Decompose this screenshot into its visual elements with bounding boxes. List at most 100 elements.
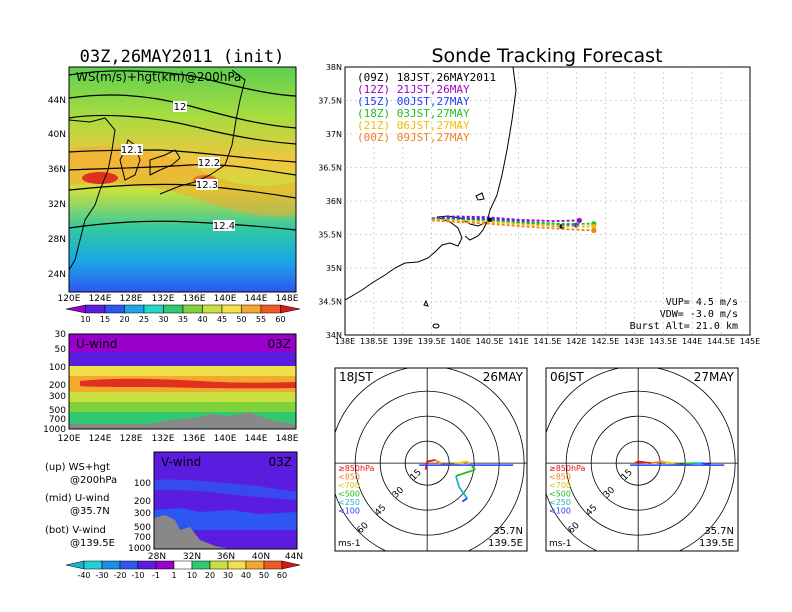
colorbar-cell bbox=[104, 304, 125, 314]
level-legend: <700 bbox=[549, 481, 571, 490]
colorbar-cell bbox=[245, 560, 265, 570]
note-line: (mid) U-wind bbox=[45, 493, 109, 504]
lon-tick: 120E bbox=[58, 294, 81, 304]
lon-tick: 142E bbox=[566, 337, 586, 346]
colorbar-tick: 60 bbox=[277, 571, 287, 580]
colorbar-tick: 55 bbox=[256, 315, 266, 324]
track-panel: 38N 37.5N 37N 36.5N 36N 35.5N 35N 34.5N 34N 138E… bbox=[318, 63, 760, 346]
colorbar-cell bbox=[124, 304, 145, 314]
colorbar-tick: 25 bbox=[139, 315, 149, 324]
u-wind-panel: U-wind 03Z 30 50 100 200 300 500 700 100… bbox=[43, 330, 299, 444]
note-line: @200hPa bbox=[70, 475, 117, 486]
p-tick: 100 bbox=[49, 363, 66, 373]
colorbar-tick: 10 bbox=[80, 315, 90, 324]
lat-tick: 36N bbox=[48, 165, 66, 175]
track-lat-ticks: 38N 37.5N 37N 36.5N 36N 35.5N 35N 34.5N 34N bbox=[318, 63, 342, 340]
colorbar-cell bbox=[163, 304, 184, 314]
colorbar-cell bbox=[65, 560, 85, 570]
contour-12-4 bbox=[69, 220, 296, 231]
p-tick: 700 bbox=[49, 415, 66, 425]
note-line: (bot) V-wind bbox=[45, 525, 106, 536]
colorbar-tick: 35 bbox=[178, 315, 188, 324]
izu-island-1 bbox=[475, 192, 485, 201]
lon-tick: 138E bbox=[335, 337, 355, 346]
colorbar-tick: 50 bbox=[259, 571, 269, 580]
hodo-segment bbox=[434, 459, 444, 466]
launch-legend: (09Z) 18JST,26MAY2011(12Z) 21JST,26MAY(1… bbox=[357, 71, 496, 144]
v-colorbar-ticks: -40 -30 -20 -10 -1 1 10 20 30 40 50 60 bbox=[77, 571, 287, 580]
colorbar-tick: 40 bbox=[241, 571, 251, 580]
colorbar-cell bbox=[85, 304, 106, 314]
hodo-date: 26MAY bbox=[483, 370, 524, 384]
lon-tick: 144E bbox=[682, 337, 702, 346]
sonde-track bbox=[431, 215, 580, 223]
p-tick: 700 bbox=[134, 533, 151, 543]
burst-point bbox=[576, 217, 582, 224]
v-wind-time: 03Z bbox=[269, 455, 293, 469]
lon-tick: 143E bbox=[624, 337, 644, 346]
contour-label: 12.1 bbox=[121, 145, 143, 156]
v-lat-ticks: 28N 32N 36N 40N 44N bbox=[148, 552, 303, 562]
lon-tick: 138.5E bbox=[360, 337, 388, 346]
u-terrain bbox=[69, 412, 296, 429]
contour-label: 12.2 bbox=[198, 158, 220, 169]
vup-text: VUP= 4.5 m/s bbox=[666, 297, 738, 308]
burst-point bbox=[591, 223, 597, 230]
lat-tick: 32N bbox=[183, 552, 201, 562]
jet-core-band bbox=[69, 146, 296, 217]
hodo-unit: ms-1 bbox=[549, 539, 571, 549]
lat-tick: 40N bbox=[252, 552, 270, 562]
colorbar-cell bbox=[155, 560, 175, 570]
p-tick: 1000 bbox=[43, 425, 66, 435]
lon-tick: 140E bbox=[451, 337, 471, 346]
colorbar-tick: 50 bbox=[236, 315, 246, 324]
level-legend: <100 bbox=[338, 507, 360, 516]
map-lon-ticks: 120E 124E 128E 132E 136E 140E 144E 148E bbox=[58, 294, 299, 304]
lon-tick: 120E bbox=[58, 434, 81, 444]
izu-island-2 bbox=[423, 299, 429, 307]
level-legend: <100 bbox=[549, 507, 571, 516]
lat-tick: 28N bbox=[148, 552, 166, 562]
u-band-lower bbox=[69, 352, 296, 366]
lat-tick: 36N bbox=[217, 552, 235, 562]
colorbar-tick: 30 bbox=[158, 315, 168, 324]
ws-colorbar-ticks: 10 15 20 25 30 35 40 45 50 55 60 bbox=[80, 315, 285, 324]
colorbar-tick: 20 bbox=[119, 315, 129, 324]
hodo-segment bbox=[455, 468, 476, 477]
lat-tick: 36.5N bbox=[318, 164, 342, 173]
lat-tick: 32N bbox=[48, 200, 66, 210]
sonde-tracks bbox=[431, 215, 597, 234]
launch-label: (00Z) 09JST,27MAY bbox=[357, 131, 470, 144]
v-wind-label: V-wind bbox=[161, 455, 201, 469]
colorbar-cell bbox=[191, 560, 211, 570]
lon-tick: 132E bbox=[152, 434, 175, 444]
hodo-time: 06JST bbox=[550, 370, 584, 384]
lat-tick: 44N bbox=[285, 552, 303, 562]
lat-tick: 35.5N bbox=[318, 231, 342, 240]
colorbar-cell bbox=[65, 304, 86, 314]
lat-tick: 28N bbox=[48, 235, 66, 245]
v-colorbar bbox=[65, 560, 301, 570]
hodo-segment bbox=[638, 460, 652, 465]
level-legend: <500 bbox=[338, 490, 360, 499]
hodo-date: 27MAY bbox=[694, 370, 735, 384]
v-p-ticks: 100 200 300 500 700 1000 bbox=[128, 479, 151, 554]
launch-label: (09Z) 18JST,26MAY2011 bbox=[357, 71, 496, 84]
colorbar-tick: 40 bbox=[197, 315, 207, 324]
p-tick: 50 bbox=[55, 345, 67, 355]
colorbar-cell bbox=[83, 560, 103, 570]
contour-12-2 bbox=[69, 164, 296, 176]
lat-tick: 38N bbox=[326, 63, 342, 72]
lat-tick: 37.5N bbox=[318, 97, 342, 106]
p-tick: 300 bbox=[49, 392, 66, 402]
ws-map-panel: WS(m/s)+hgt(km)@200hPa 12 12.1 12.2 12.3… bbox=[48, 66, 301, 324]
colorbar-tick: -10 bbox=[131, 571, 144, 580]
colorbar-tick: 10 bbox=[187, 571, 197, 580]
hodo-segment bbox=[461, 497, 468, 503]
lon-tick: 148E bbox=[276, 294, 299, 304]
hodo-segment bbox=[650, 460, 663, 465]
u-wind-frame bbox=[68, 333, 297, 430]
left-title: 03Z,26MAY2011 (init) bbox=[80, 47, 285, 67]
lon-tick: 143.5E bbox=[649, 337, 677, 346]
